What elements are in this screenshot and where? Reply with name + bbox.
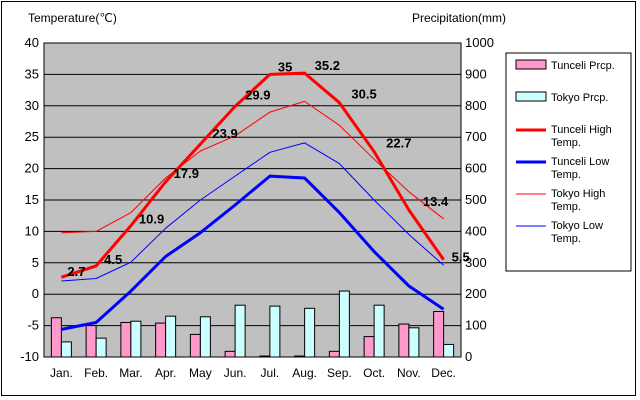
data-label: 10.9 — [139, 212, 164, 227]
category-label: Dec. — [431, 366, 456, 380]
left-tick-label: 20 — [25, 161, 39, 176]
left-tick-label: 30 — [25, 98, 39, 113]
data-label: 23.9 — [212, 126, 237, 141]
left-tick-label: 0 — [32, 286, 39, 301]
tunceli-low-temp-line — [61, 174, 445, 331]
tokyo-low-temp-line — [61, 142, 444, 282]
tokyo-precip-bar — [95, 337, 107, 358]
left-axis-title: Temperature(℃) — [28, 11, 117, 25]
tunceli-precip-bar — [328, 350, 340, 358]
right-tick-label: 700 — [465, 129, 487, 144]
right-tick-label: 300 — [465, 255, 487, 270]
category-label: May — [189, 366, 212, 380]
tokyo-high-temp-line — [61, 100, 444, 234]
left-tick-label: 10 — [25, 223, 39, 238]
tunceli-high-temp-line — [60, 71, 445, 279]
right-tick-label: 900 — [465, 66, 487, 81]
tunceli-precip-bar — [120, 321, 132, 358]
tokyo-precip-bar — [443, 343, 455, 358]
left-tick-label: 35 — [25, 66, 39, 81]
legend-tokyo-low-label: Tokyo Low — [551, 220, 603, 232]
legend-tunceli-high-label-line2: Temp. — [551, 137, 581, 149]
tokyo-precip-bar — [234, 304, 246, 358]
left-tick-label: 40 — [25, 35, 39, 50]
tunceli-precip-bar — [50, 317, 62, 358]
tunceli-precip-bar — [294, 355, 306, 358]
legend-tokyo-high-label: Tokyo High — [551, 188, 605, 200]
right-tick-label: 600 — [465, 161, 487, 176]
legend-tokyo-low-label-line2: Temp. — [551, 233, 581, 245]
right-tick-label: 0 — [465, 349, 472, 364]
left-tick-label: -5 — [27, 318, 39, 333]
legend-tunceli-precip-swatch — [515, 59, 547, 70]
data-label: 30.5 — [351, 87, 376, 102]
data-label: 2.7 — [67, 264, 85, 279]
tokyo-precip-bar — [304, 307, 316, 358]
left-tick-label: -10 — [20, 349, 39, 364]
data-label: 17.9 — [174, 166, 199, 181]
category-label: Aug. — [292, 366, 317, 380]
data-label: 5.5 — [452, 250, 470, 265]
right-tick-label: 200 — [465, 286, 487, 301]
right-tick-label: 100 — [465, 318, 487, 333]
tokyo-precip-bar — [130, 320, 142, 358]
tokyo-precip-bar — [60, 341, 72, 358]
category-label: Mar. — [119, 366, 142, 380]
tunceli-precip-bar — [189, 333, 201, 358]
category-label: Apr. — [155, 366, 176, 380]
tunceli-precip-bar — [85, 325, 97, 358]
right-tick-label: 500 — [465, 192, 487, 207]
category-label: Jul. — [261, 366, 280, 380]
left-tick-label: 5 — [32, 255, 39, 270]
data-label: 22.7 — [386, 136, 411, 151]
legend-tokyo-precip-label: Tokyo Prcp. — [551, 92, 608, 104]
tunceli-precip-bar — [224, 350, 236, 358]
tunceli-precip-bar — [433, 310, 445, 358]
tunceli-precip-bar — [398, 323, 410, 358]
legend-tunceli-precip-label: Tunceli Prcp. — [551, 60, 615, 72]
left-tick-label: 25 — [25, 129, 39, 144]
tokyo-precip-bar — [165, 315, 177, 358]
legend-tokyo-precip-swatch — [515, 91, 547, 102]
legend-tokyo-high-label-line2: Temp. — [551, 201, 581, 213]
category-label: Oct. — [363, 366, 385, 380]
right-tick-label: 800 — [465, 98, 487, 113]
category-label: Jun. — [224, 366, 247, 380]
right-tick-label: 400 — [465, 223, 487, 238]
data-label: 35 — [278, 59, 292, 74]
data-label: 4.5 — [104, 252, 122, 267]
tokyo-precip-bar — [373, 304, 385, 358]
data-label: 13.4 — [423, 194, 449, 209]
data-label: 35.2 — [315, 58, 340, 73]
category-label: Nov. — [397, 366, 421, 380]
category-label: Jan. — [50, 366, 73, 380]
tokyo-precip-bar — [199, 316, 211, 358]
tunceli-precip-bar — [155, 322, 167, 358]
tokyo-precip-bar — [269, 305, 281, 358]
tokyo-precip-bar — [338, 290, 350, 358]
tunceli-precip-bar — [363, 336, 375, 358]
category-label: Feb. — [84, 366, 108, 380]
left-tick-label: 15 — [25, 192, 39, 207]
tokyo-precip-bar — [408, 327, 420, 358]
right-tick-label: 1000 — [465, 35, 494, 50]
legend-tunceli-low-label: Tunceli Low — [551, 156, 609, 168]
data-label: 29.9 — [245, 87, 270, 102]
category-label: Sep. — [327, 366, 352, 380]
tunceli-precip-bar — [259, 355, 271, 358]
right-axis-title: Precipitation(mm) — [412, 11, 506, 25]
legend-tunceli-low-label-line2: Temp. — [551, 169, 581, 181]
legend-tunceli-high-label: Tunceli High — [551, 124, 612, 136]
